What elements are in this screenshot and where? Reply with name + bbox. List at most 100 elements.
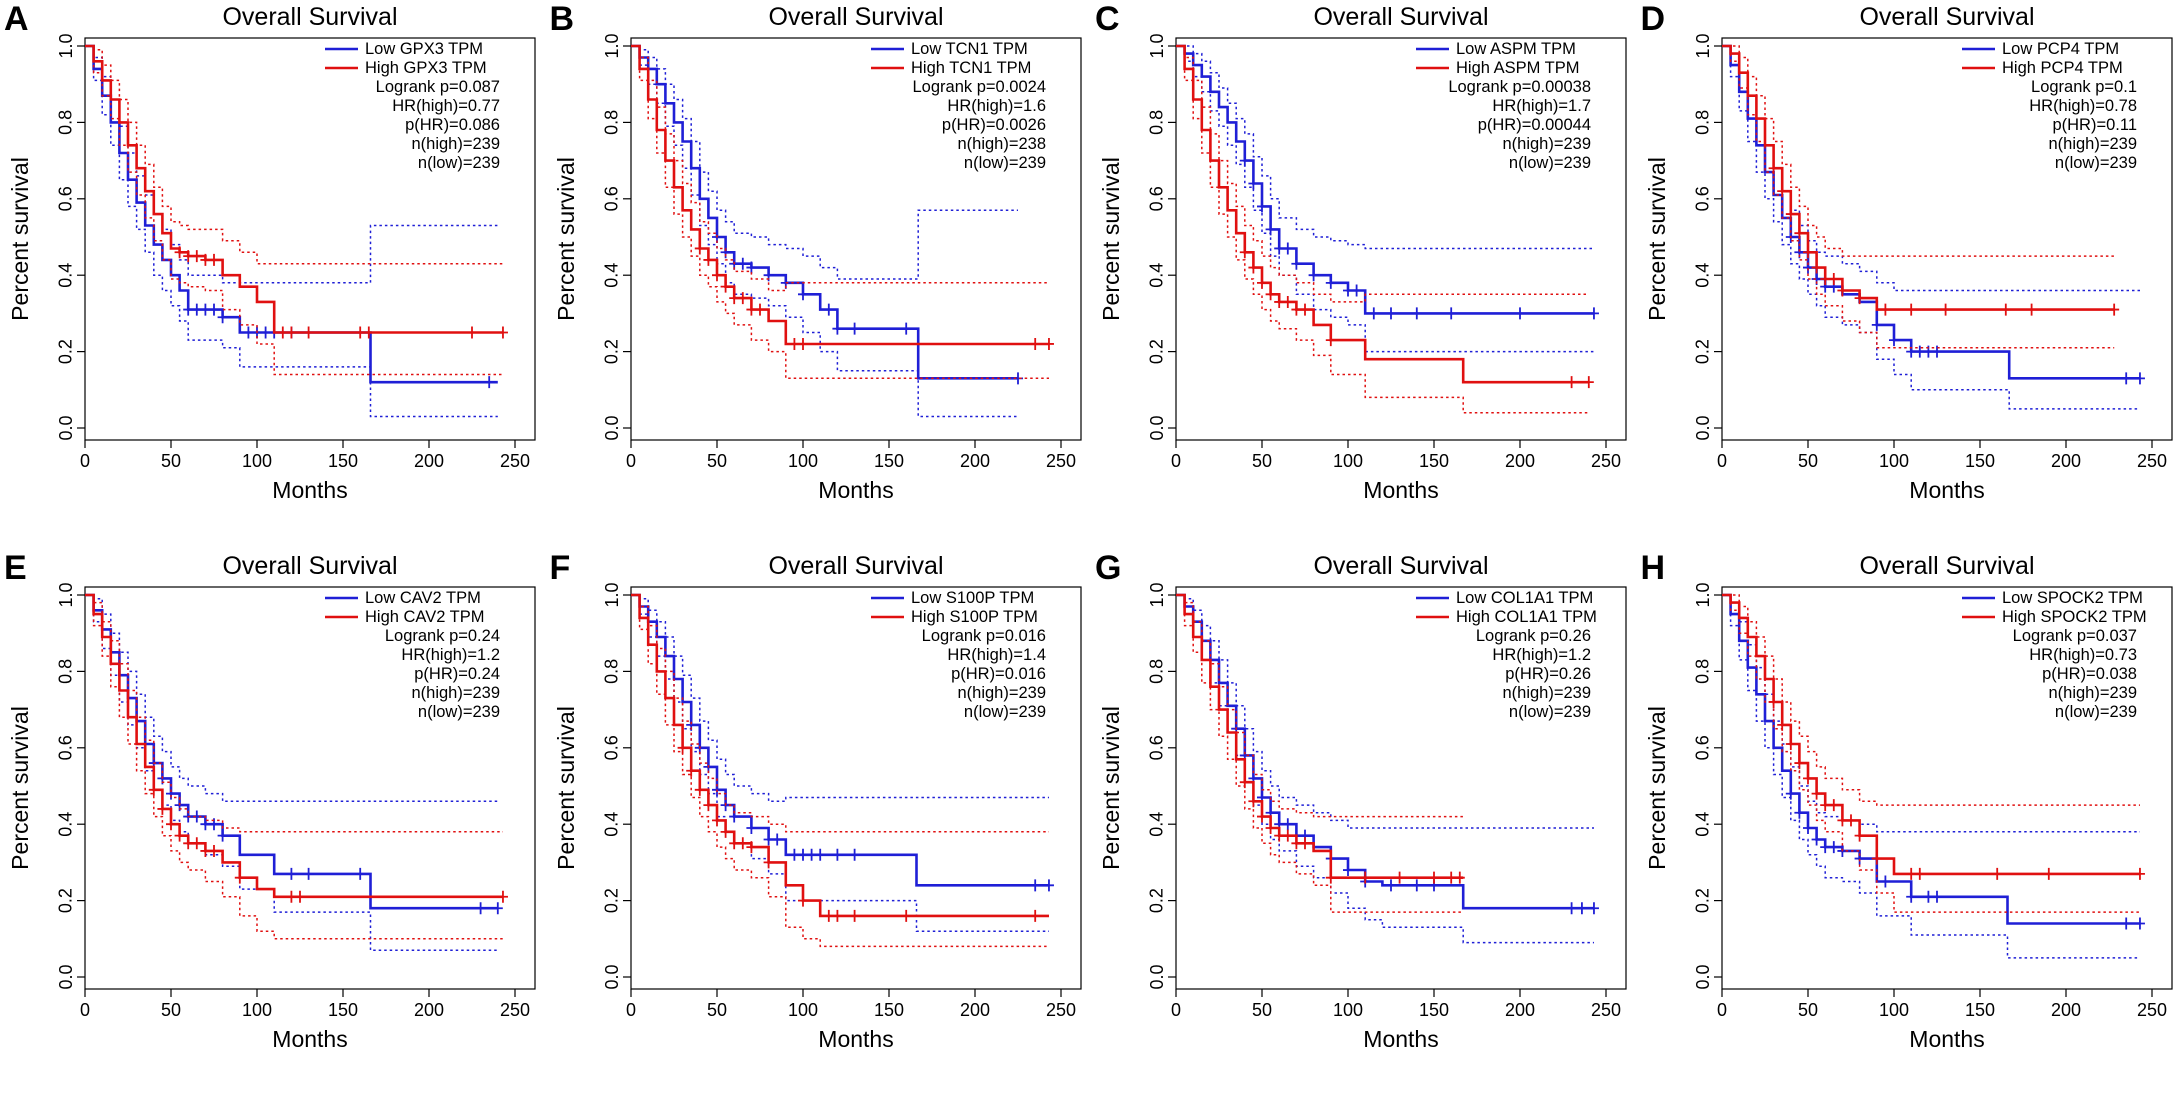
x-axis-label: Months xyxy=(818,477,893,503)
censor-mark xyxy=(797,894,808,907)
series-high xyxy=(85,44,508,376)
x-axis-label: Months xyxy=(1909,1026,1984,1052)
censor-mark xyxy=(1588,307,1599,320)
x-tick-label: 250 xyxy=(500,1000,530,1020)
y-tick-label: 0.8 xyxy=(56,110,76,135)
km-panel-c: C Overall Survival 0 50 100 150 200 250 0.0 0.2 0.… xyxy=(1091,0,1636,549)
censor-mark xyxy=(1257,200,1267,213)
x-tick-label: 200 xyxy=(959,1000,989,1020)
survival-curve xyxy=(1176,593,1464,879)
y-tick-label: 0.6 xyxy=(56,186,76,211)
censor-mark xyxy=(814,848,825,861)
legend-label: Low SPOCK2 TPM xyxy=(2002,589,2143,607)
censor-mark xyxy=(1905,303,1916,316)
censor-mark xyxy=(728,292,739,305)
y-tick-label: 0.0 xyxy=(1147,964,1167,989)
censor-mark xyxy=(1854,292,1865,305)
ci-lower-line xyxy=(1721,45,2140,410)
censor-mark xyxy=(1300,303,1310,316)
panel-letter: C xyxy=(1095,0,1120,38)
censor-mark xyxy=(1325,871,1336,884)
censor-mark xyxy=(1802,246,1813,259)
legend-stat: n(low)=239 xyxy=(1509,154,1591,172)
y-axis-label: Percent survival xyxy=(553,157,579,321)
censor-mark xyxy=(694,242,705,255)
censor-mark xyxy=(191,837,202,850)
censor-mark xyxy=(217,311,228,324)
legend-stat: n(low)=239 xyxy=(2054,154,2136,172)
censor-mark xyxy=(754,303,765,316)
ci-upper-line xyxy=(1721,594,2140,806)
y-tick-label: 0.0 xyxy=(56,415,76,440)
y-tick-label: 0.8 xyxy=(56,659,76,684)
censor-mark xyxy=(745,303,756,316)
censor-mark xyxy=(243,326,254,339)
censor-mark xyxy=(497,890,508,903)
censor-mark xyxy=(1811,261,1822,274)
legend-stat: Logrank p=0.037 xyxy=(2012,627,2136,645)
x-tick-label: 150 xyxy=(328,1000,358,1020)
legend-stat: n(high)=239 xyxy=(1502,135,1591,153)
legend-label: Low PCP4 TPM xyxy=(2002,40,2119,58)
x-tick-label: 150 xyxy=(873,451,903,471)
km-plot: Overall Survival 0 50 100 150 200 250 0.0 0.2 0.4… xyxy=(1098,3,1627,503)
y-axis-label: Percent survival xyxy=(1098,157,1124,321)
x-tick-label: 0 xyxy=(1171,451,1181,471)
y-tick-label: 0.0 xyxy=(601,415,621,440)
censor-mark xyxy=(209,844,219,857)
censor-mark xyxy=(1248,177,1259,190)
x-axis-label: Months xyxy=(1363,1026,1438,1052)
censor-mark xyxy=(2134,867,2145,880)
y-tick-label: 1.0 xyxy=(1692,582,1712,607)
censor-mark xyxy=(745,822,756,835)
y-tick-label: 1.0 xyxy=(1692,33,1712,58)
chart-title: Overall Survival xyxy=(1859,3,2034,31)
censor-mark xyxy=(1914,867,1925,880)
censor-mark xyxy=(1325,334,1336,347)
censor-mark xyxy=(1282,295,1293,308)
censor-mark xyxy=(702,253,713,266)
y-tick-label: 1.0 xyxy=(56,582,76,607)
ci-lower-line xyxy=(1176,45,1589,414)
censor-mark xyxy=(166,818,176,831)
y-tick-label: 1.0 xyxy=(601,33,621,58)
legend-stat: p(HR)=0.086 xyxy=(405,116,500,134)
y-tick-label: 0.6 xyxy=(1147,735,1167,760)
y-axis-label: Percent survival xyxy=(1644,157,1670,321)
x-tick-label: 0 xyxy=(625,451,635,471)
km-panel-b: B Overall Survival 0 50 100 150 200 250 0.0 0.2 0.… xyxy=(546,0,1091,549)
censor-mark xyxy=(849,322,860,335)
censor-mark xyxy=(492,902,503,915)
censor-mark xyxy=(286,326,297,339)
legend-stat: p(HR)=0.0026 xyxy=(941,116,1045,134)
censor-mark xyxy=(363,326,374,339)
ci-lower-line xyxy=(1721,594,2140,959)
y-tick-label: 0.2 xyxy=(601,888,621,913)
censor-mark xyxy=(1583,376,1594,389)
ci-upper-line xyxy=(1176,594,1464,818)
legend-stat: HR(high)=0.73 xyxy=(2029,646,2137,664)
legend-stat: Logrank p=0.00038 xyxy=(1448,78,1591,96)
legend-label: High SPOCK2 TPM xyxy=(2002,608,2147,626)
x-tick-label: 100 xyxy=(1878,1000,1908,1020)
x-tick-label: 200 xyxy=(1505,451,1535,471)
x-tick-label: 150 xyxy=(1419,451,1449,471)
km-panel-e: E Overall Survival 0 50 100 150 200 250 0.0 0.2 0.… xyxy=(0,549,545,1098)
censor-mark xyxy=(295,890,305,903)
censor-mark xyxy=(711,814,722,827)
censor-mark xyxy=(1257,810,1267,823)
plot-frame xyxy=(84,586,536,990)
y-tick-label: 0.8 xyxy=(1692,659,1712,684)
x-tick-label: 100 xyxy=(1878,451,1908,471)
censor-mark xyxy=(1515,307,1525,320)
censor-mark xyxy=(797,288,808,301)
y-tick-label: 1.0 xyxy=(1147,33,1167,58)
x-tick-label: 100 xyxy=(787,1000,817,1020)
y-tick-label: 0.8 xyxy=(1147,659,1167,684)
series-high xyxy=(85,593,508,940)
legend-stat: Logrank p=0.24 xyxy=(385,627,500,645)
censor-mark xyxy=(2134,917,2145,930)
censor-mark xyxy=(234,871,245,884)
plot-frame xyxy=(629,586,1082,990)
